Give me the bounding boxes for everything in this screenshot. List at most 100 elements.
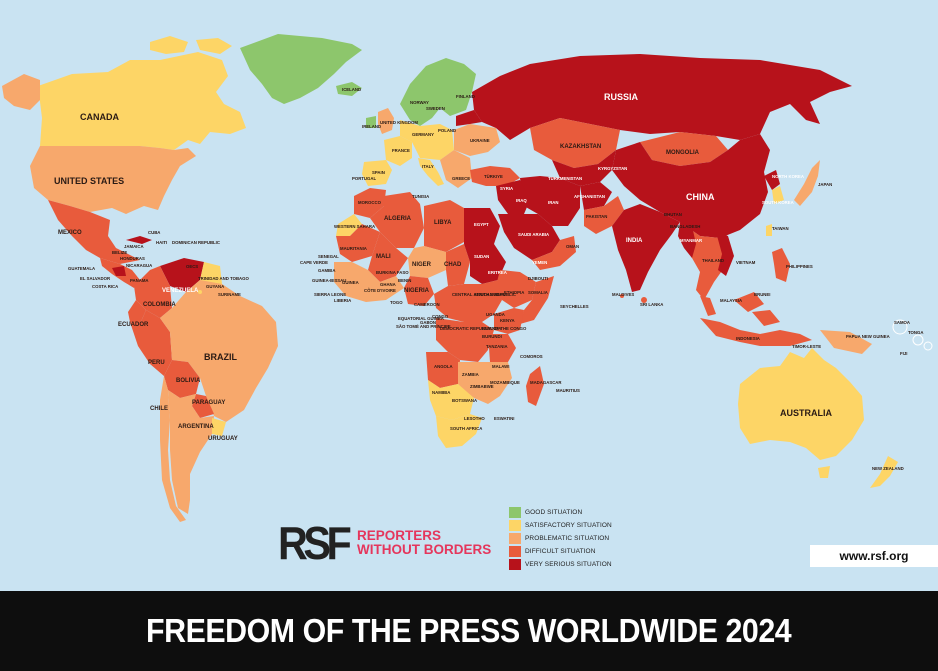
country-china[interactable] <box>612 134 770 238</box>
country-nicaragua[interactable] <box>112 266 126 276</box>
country-afghanistan[interactable] <box>580 182 612 210</box>
country-bolivia[interactable] <box>164 360 200 398</box>
country-caucasus-iran[interactable] <box>520 176 580 226</box>
country-uruguay[interactable] <box>212 418 226 436</box>
country-namibia-botswana[interactable] <box>428 380 474 420</box>
label-jamaica: JAMAICA <box>124 244 144 249</box>
suriname-marker <box>198 290 202 294</box>
label-botswana: BOTSWANA <box>452 398 477 403</box>
website-link[interactable]: www.rsf.org <box>810 545 938 567</box>
label-liberia: LIBERIA <box>334 298 351 303</box>
label-argentina: ARGENTINA <box>178 424 214 430</box>
country-italy[interactable] <box>418 158 444 186</box>
country-united-states[interactable] <box>30 146 196 214</box>
country-niger[interactable] <box>408 246 446 278</box>
label-indonesia: INDONESIA <box>736 336 760 341</box>
country-morocco[interactable] <box>354 188 386 218</box>
country-peru[interactable] <box>130 310 172 376</box>
country-canada-islands[interactable] <box>150 36 232 54</box>
country-greenland[interactable] <box>240 34 362 104</box>
country-west-africa[interactable] <box>334 262 404 302</box>
country-png[interactable] <box>820 330 872 354</box>
country-japan[interactable] <box>794 160 820 206</box>
country-tanzania[interactable] <box>488 334 516 362</box>
country-balkans[interactable] <box>440 150 472 188</box>
country-vietnam[interactable] <box>716 232 734 276</box>
country-philippines[interactable] <box>772 248 790 282</box>
country-myanmar[interactable] <box>678 222 696 258</box>
country-france[interactable] <box>384 136 412 166</box>
country-zambia-mozambique[interactable] <box>458 362 512 404</box>
country-south-africa[interactable] <box>436 414 482 448</box>
country-brazil[interactable] <box>160 280 278 422</box>
country-belarus[interactable] <box>456 110 482 126</box>
country-turkiye[interactable] <box>470 166 520 186</box>
country-scandinavia[interactable] <box>400 58 476 126</box>
label-cameroon: CAMEROON <box>414 302 440 307</box>
country-algeria[interactable] <box>370 192 424 248</box>
country-cuba[interactable] <box>126 236 152 244</box>
label-syria: SYRIA <box>500 186 513 191</box>
country-somalia[interactable] <box>520 276 554 324</box>
country-indonesia[interactable] <box>700 310 812 346</box>
country-korea[interactable] <box>764 170 780 190</box>
label-drc: DEMOCRATIC REPUBLIC OF THE CONGO <box>440 326 527 331</box>
country-sudan[interactable] <box>464 244 506 284</box>
country-mongolia[interactable] <box>640 132 728 166</box>
country-india[interactable] <box>612 204 680 292</box>
country-russia[interactable] <box>472 54 852 140</box>
country-nigeria[interactable] <box>404 276 434 306</box>
country-central-asia[interactable] <box>552 150 616 186</box>
label-norway: NORWAY <box>410 100 429 105</box>
country-saudi-arabia[interactable] <box>498 214 560 260</box>
country-ecuador[interactable] <box>128 300 146 324</box>
country-yemen-oman[interactable] <box>532 236 576 270</box>
label-philippines: PHILIPPINES <box>786 264 813 269</box>
country-uk[interactable] <box>378 108 394 134</box>
country-syria-iraq[interactable] <box>496 180 530 214</box>
country-chad[interactable] <box>446 244 470 286</box>
country-central-africa[interactable] <box>434 280 502 322</box>
country-tasmania[interactable] <box>818 466 830 478</box>
country-angola[interactable] <box>426 352 460 388</box>
label-nigeria: NIGERIA <box>404 288 430 294</box>
country-ethiopia[interactable] <box>496 270 536 308</box>
country-malaysia[interactable] <box>700 292 764 316</box>
country-central-europe[interactable] <box>400 120 454 160</box>
country-ireland[interactable] <box>366 116 376 128</box>
label-djibouti: DJIBOUTI <box>528 276 548 281</box>
legend-label-very-serious: VERY SERIOUS SITUATION <box>525 561 612 568</box>
country-colombia[interactable] <box>134 266 172 318</box>
country-alaska[interactable] <box>2 74 40 110</box>
country-paraguay[interactable] <box>192 394 214 418</box>
country-iceland[interactable] <box>336 82 362 96</box>
page-title: FREEDOM OF THE PRESS WORLDWIDE 2024 <box>146 612 792 649</box>
country-libya[interactable] <box>424 200 464 252</box>
country-chile[interactable] <box>160 376 186 522</box>
country-australia[interactable] <box>738 348 864 460</box>
country-drc[interactable] <box>436 318 494 362</box>
country-kenya[interactable] <box>494 308 524 334</box>
country-canada[interactable] <box>38 52 246 150</box>
country-argentina[interactable] <box>168 390 214 514</box>
country-mexico[interactable] <box>48 200 140 264</box>
country-iberia[interactable] <box>362 160 392 186</box>
country-pakistan[interactable] <box>584 196 624 234</box>
country-kazakhstan[interactable] <box>530 118 620 168</box>
country-taiwan[interactable] <box>766 224 772 236</box>
country-new-zealand[interactable] <box>870 456 898 488</box>
label-oecs: OECS <box>186 264 198 269</box>
label-ecuador: ECUADOR <box>118 322 149 328</box>
label-niger: NIGER <box>412 262 432 268</box>
country-ukraine[interactable] <box>454 124 500 156</box>
label-panama: PANAMA <box>130 278 149 283</box>
label-new-zealand: NEW ZEALAND <box>872 466 904 471</box>
country-venezuela[interactable] <box>160 258 204 292</box>
country-egypt[interactable] <box>464 208 500 244</box>
country-mauritania[interactable] <box>336 224 380 262</box>
country-south-korea[interactable] <box>772 186 784 204</box>
label-tonga: TONGA <box>908 330 923 335</box>
country-mali[interactable] <box>368 232 408 282</box>
label-poland: POLAND <box>438 128 456 133</box>
country-madagascar[interactable] <box>526 366 544 406</box>
